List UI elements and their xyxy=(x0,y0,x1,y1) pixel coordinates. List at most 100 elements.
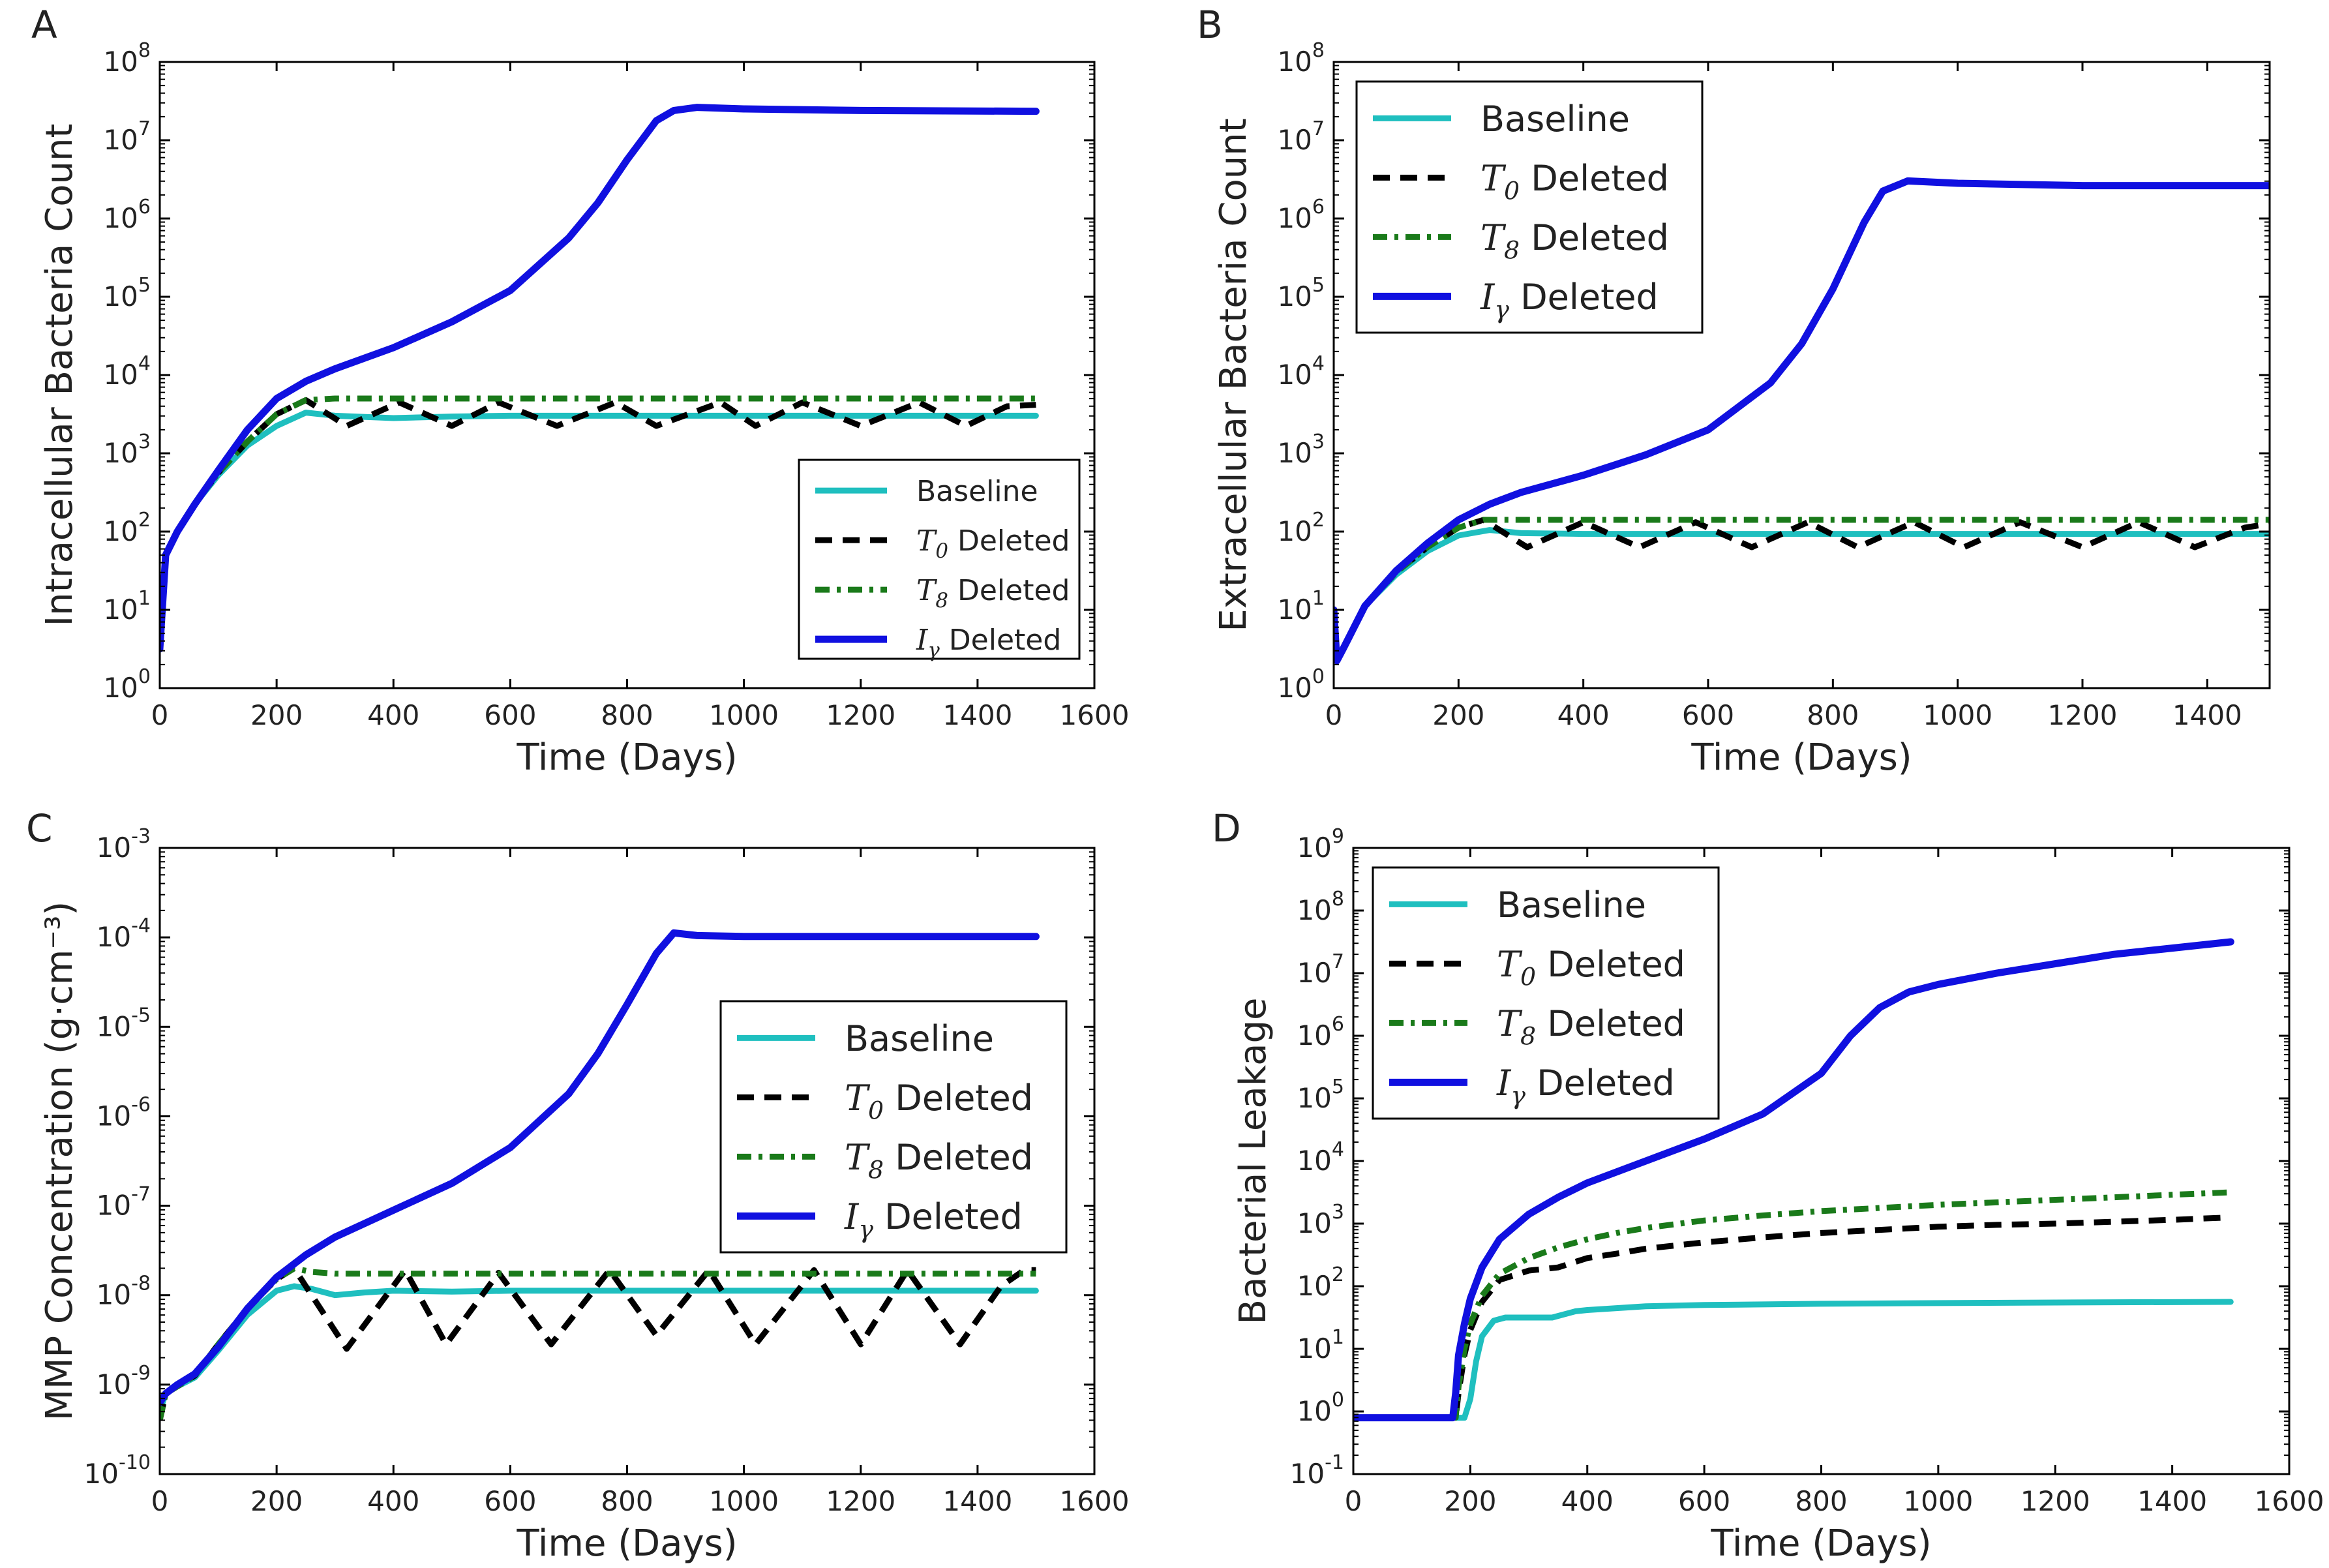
panel-d-chart: 0 200 400 600 800 1000 1200 1400 1600 10-1 100 101 1… xyxy=(1232,825,2324,1565)
legend-label-baseline: Baseline xyxy=(1480,98,1630,140)
y-tick-label: 109 xyxy=(1297,825,1344,864)
x-tick-label: 200 xyxy=(250,1485,303,1517)
y-tick-label: 10-8 xyxy=(97,1273,151,1311)
legend-label-t0: T0 Deleted xyxy=(1497,944,1685,991)
x-tick-label: 1000 xyxy=(1923,699,1992,731)
legend-label-baseline: Baseline xyxy=(845,1018,994,1059)
legend-frame xyxy=(719,1000,1068,1254)
series-group xyxy=(1353,938,2234,1422)
y-tick-label: 106 xyxy=(1297,1013,1344,1051)
y-tick-label: 100 xyxy=(1277,665,1325,704)
series-line-t8 xyxy=(1353,1189,2231,1421)
y-tick-label: 10-6 xyxy=(97,1093,151,1132)
y-tick-label: 108 xyxy=(103,39,151,78)
legend-label-t8: T8 Deleted xyxy=(916,574,1070,612)
x-axis-label: Time (Days) xyxy=(1710,1522,1931,1565)
y-tick-label: 100 xyxy=(103,665,151,704)
legend-label-t0: T0 Deleted xyxy=(1480,158,1669,205)
x-tick-label: 1600 xyxy=(1060,1485,1130,1517)
series-line-igamma xyxy=(1334,177,2270,665)
series-line-igamma xyxy=(160,104,1040,653)
legend-frame xyxy=(1372,866,1720,1120)
y-tick-label: 10-4 xyxy=(97,914,151,953)
x-tick-label: 0 xyxy=(151,699,169,731)
y-tick-label: 10-9 xyxy=(97,1362,151,1400)
x-tick-label: 400 xyxy=(1557,699,1610,731)
panel-b-chart: 0 200 400 600 800 1000 1200 1400 100 101 102 103 104… xyxy=(1212,39,2271,779)
y-tick-label: 103 xyxy=(103,430,151,469)
panel-c-chart: 0 200 400 600 800 1000 1200 1400 1600 10-10 10-9 10… xyxy=(38,825,1129,1565)
y-tick-label: 10-1 xyxy=(1290,1451,1344,1490)
panel-letter-d: D xyxy=(1212,806,1241,851)
x-tick-label: 400 xyxy=(367,699,419,731)
legend-label-baseline: Baseline xyxy=(916,475,1038,508)
y-tick-label: 103 xyxy=(1297,1201,1344,1239)
legend-label-t0: T0 Deleted xyxy=(845,1078,1033,1125)
legend: Baseline T0 Deleted T8 Deleted Iγ Deleted xyxy=(1372,866,1720,1120)
y-tick-label: 107 xyxy=(1297,950,1344,989)
x-tick-label: 200 xyxy=(250,699,303,731)
x-tick-label: 200 xyxy=(1432,699,1484,731)
y-tick-label: 10-10 xyxy=(84,1451,151,1490)
panel-letter-c: C xyxy=(26,806,53,851)
y-tick-label: 107 xyxy=(1277,117,1325,156)
series-line-igamma xyxy=(1353,938,2234,1422)
y-tick-label: 100 xyxy=(1297,1389,1344,1427)
x-tick-label: 1000 xyxy=(709,1485,779,1517)
x-tick-label: 1600 xyxy=(1060,699,1130,731)
y-axis-label: Bacterial Leakage xyxy=(1232,998,1274,1325)
x-tick-label: 1600 xyxy=(2255,1485,2324,1517)
x-tick-label: 1400 xyxy=(2137,1485,2207,1517)
x-tick-label: 200 xyxy=(1444,1485,1496,1517)
legend-frame xyxy=(1355,80,1704,334)
x-tick-label: 800 xyxy=(601,699,653,731)
x-tick-label: 600 xyxy=(484,699,536,731)
y-tick-label: 103 xyxy=(1277,430,1325,469)
legend-label-igamma: Iγ Deleted xyxy=(844,1196,1023,1244)
x-tick-label: 0 xyxy=(151,1485,169,1517)
y-tick-label: 10-3 xyxy=(97,825,151,864)
x-tick-label: 1200 xyxy=(2021,1485,2090,1517)
legend-label-t8: T8 Deleted xyxy=(1480,217,1669,265)
y-tick-label: 108 xyxy=(1297,888,1344,926)
x-tick-label: 1000 xyxy=(709,699,779,731)
x-axis-label: Time (Days) xyxy=(516,1522,737,1565)
legend-label-igamma: Iγ Deleted xyxy=(1496,1063,1675,1110)
panel-letter-b: B xyxy=(1197,3,1223,47)
y-tick-label: 101 xyxy=(1297,1326,1344,1364)
legend-label-igamma: Iγ Deleted xyxy=(1480,277,1659,324)
x-tick-label: 1400 xyxy=(942,699,1012,731)
y-tick-label: 107 xyxy=(103,117,151,156)
y-tick-label: 101 xyxy=(1277,587,1325,626)
y-tick-label: 104 xyxy=(103,352,151,391)
y-tick-label: 105 xyxy=(1277,274,1325,312)
x-axis-label: Time (Days) xyxy=(1690,736,1912,779)
x-tick-label: 0 xyxy=(1325,699,1343,731)
legend-label-baseline: Baseline xyxy=(1497,884,1646,926)
y-tick-label: 108 xyxy=(1277,39,1325,78)
x-tick-label: 800 xyxy=(601,1485,653,1517)
series-group xyxy=(160,929,1040,1421)
y-tick-label: 101 xyxy=(103,587,151,626)
legend-label-t0: T0 Deleted xyxy=(916,524,1070,563)
x-axis-label: Time (Days) xyxy=(516,736,737,779)
y-tick-label: 104 xyxy=(1277,352,1325,391)
x-tick-label: 1400 xyxy=(942,1485,1012,1517)
y-tick-label: 106 xyxy=(103,196,151,234)
panel-letter-a: A xyxy=(31,3,57,47)
legend: Baseline T0 Deleted T8 Deleted Iγ Deleted xyxy=(719,1000,1068,1254)
y-tick-label: 104 xyxy=(1297,1138,1344,1177)
y-tick-label: 10-7 xyxy=(97,1183,151,1222)
x-tick-label: 800 xyxy=(1807,699,1859,731)
y-tick-label: 102 xyxy=(1277,509,1325,547)
legend-label-igamma: Iγ Deleted xyxy=(916,624,1061,662)
y-tick-label: 105 xyxy=(1297,1076,1344,1114)
legend-label-t8: T8 Deleted xyxy=(845,1137,1033,1184)
x-tick-label: 800 xyxy=(1795,1485,1847,1517)
x-tick-label: 1200 xyxy=(2048,699,2118,731)
x-tick-label: 1400 xyxy=(2172,699,2242,731)
x-tick-label: 1200 xyxy=(826,1485,895,1517)
x-tick-label: 600 xyxy=(1682,699,1734,731)
